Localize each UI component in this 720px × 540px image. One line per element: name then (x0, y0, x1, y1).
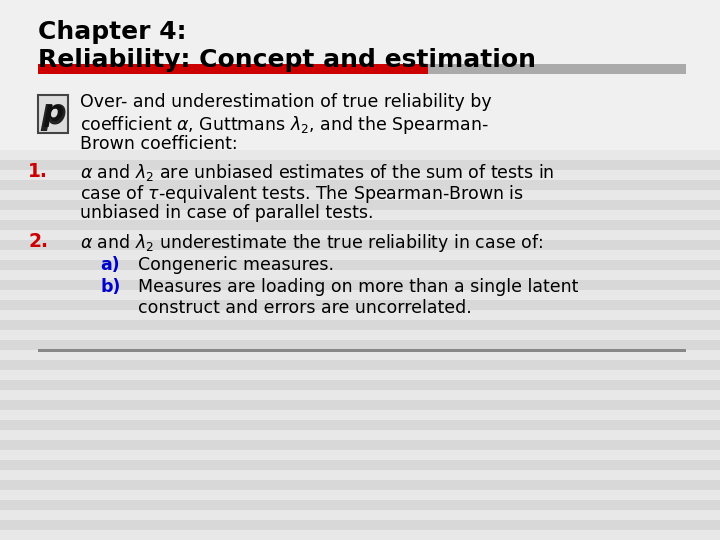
Text: Congeneric measures.: Congeneric measures. (138, 256, 334, 274)
Bar (0, 360, 720, 370)
Bar (0, 60, 720, 70)
Bar (0, 410, 720, 420)
Bar (0, 460, 720, 470)
Bar (0, 480, 720, 490)
Bar (0, 330, 720, 340)
Bar (0, 30, 720, 40)
Bar (0, 300, 720, 310)
Bar (0, 510, 720, 520)
Text: Reliability: Concept and estimation: Reliability: Concept and estimation (38, 48, 536, 72)
Bar (0, 0, 720, 10)
Text: $\alpha$ and $\lambda_2$ are unbiased estimates of the sum of tests in: $\alpha$ and $\lambda_2$ are unbiased es… (80, 162, 554, 183)
Bar (0, 180, 720, 190)
Text: p: p (40, 97, 66, 131)
Bar (0, 40, 720, 50)
Text: case of $\tau$-equivalent tests. The Spearman-Brown is: case of $\tau$-equivalent tests. The Spe… (80, 183, 524, 205)
Bar (0, 270, 720, 280)
Bar (0, 20, 720, 30)
Text: Chapter 4:: Chapter 4: (38, 20, 186, 44)
Text: construct and errors are uncorrelated.: construct and errors are uncorrelated. (138, 299, 472, 317)
Bar (0, 340, 720, 350)
Bar (0, 350, 720, 360)
Text: Over- and underestimation of true reliability by: Over- and underestimation of true reliab… (80, 93, 492, 111)
Bar (0, 440, 720, 450)
Bar (0, 530, 720, 540)
Text: 2.: 2. (28, 232, 48, 251)
Bar (0, 280, 720, 290)
Text: unbiased in case of parallel tests.: unbiased in case of parallel tests. (80, 204, 374, 222)
Bar (0, 0, 720, 150)
Bar (0, 290, 720, 300)
Bar (0, 220, 720, 230)
Bar (0, 200, 720, 210)
Bar (0, 80, 720, 90)
Bar (0, 450, 720, 460)
Bar (0, 380, 720, 390)
Bar (0, 320, 720, 330)
Bar (0, 160, 720, 170)
Bar (0, 100, 720, 110)
Text: 1.: 1. (28, 162, 48, 181)
Bar (0, 190, 720, 200)
Bar (0, 500, 720, 510)
Bar (0, 210, 720, 220)
Bar (0, 170, 720, 180)
Bar (0, 390, 720, 400)
Bar (38, 349, 686, 352)
Bar (0, 430, 720, 440)
Text: Measures are loading on more than a single latent: Measures are loading on more than a sing… (138, 278, 578, 296)
Bar (0, 140, 720, 150)
Bar (0, 120, 720, 130)
Bar (0, 110, 720, 120)
Bar (38, 95, 68, 133)
Bar (0, 90, 720, 100)
Text: Brown coefficient:: Brown coefficient: (80, 135, 238, 153)
Bar (0, 420, 720, 430)
Bar (0, 260, 720, 270)
Bar (0, 230, 720, 240)
Text: b): b) (100, 278, 120, 296)
Bar (0, 470, 720, 480)
Bar (0, 50, 720, 60)
Bar (0, 70, 720, 80)
Text: p: p (43, 99, 63, 127)
Text: coefficient $\alpha$, Guttmans $\lambda_2$, and the Spearman-: coefficient $\alpha$, Guttmans $\lambda_… (80, 114, 489, 136)
Bar (38, 64, 428, 74)
Bar (0, 150, 720, 160)
Text: $\alpha$ and $\lambda_2$ underestimate the true reliability in case of:: $\alpha$ and $\lambda_2$ underestimate t… (80, 232, 543, 254)
Bar (0, 240, 720, 250)
Bar (0, 490, 720, 500)
Bar (0, 250, 720, 260)
Bar (428, 64, 686, 74)
Bar (0, 130, 720, 140)
Bar (0, 310, 720, 320)
Bar (0, 400, 720, 410)
Bar (0, 370, 720, 380)
Bar (0, 520, 720, 530)
Bar (0, 10, 720, 20)
Text: a): a) (100, 256, 120, 274)
